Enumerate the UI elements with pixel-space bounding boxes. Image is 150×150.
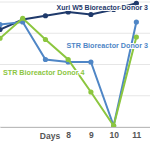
x-tick-label: 10 — [109, 130, 119, 140]
grid-line — [0, 2, 150, 3]
series-marker — [134, 34, 139, 39]
series-marker — [88, 12, 93, 17]
plot-area — [0, 1, 139, 127]
grid-line — [0, 95, 150, 96]
x-axis: 8 9 10 11 — [1, 127, 150, 140]
x-tick: 8 — [66, 127, 71, 140]
series-marker — [0, 36, 3, 41]
series-marker — [134, 19, 139, 24]
x-tick: 10 — [109, 127, 119, 140]
x-axis-title: Days — [40, 131, 61, 141]
grid-line — [0, 127, 150, 128]
series-marker — [88, 59, 93, 64]
series-marker — [0, 27, 3, 32]
x-axis-line — [1, 127, 150, 128]
series-marker — [43, 37, 48, 42]
grid-line — [0, 33, 150, 34]
legend-entry: Xuri W5 Bioreactor Donor 3 — [57, 4, 149, 11]
chart: 8 9 10 11 Days Xuri W5 Bioreactor Donor 3 STR … — [0, 0, 150, 150]
x-tick: 9 — [89, 127, 94, 140]
grid — [0, 2, 150, 127]
series-marker — [43, 57, 48, 62]
series-marker — [111, 123, 116, 127]
legend-entry: STR Bioreactor Donor 4 — [3, 68, 84, 77]
series-marker — [43, 13, 48, 18]
series-marker — [66, 57, 71, 62]
x-tick-label: 11 — [132, 130, 141, 140]
series-line — [0, 22, 136, 126]
series-marker — [20, 16, 25, 21]
legend-entry: STR Bioreactor Donor 3 — [67, 41, 148, 50]
series-marker — [0, 22, 3, 27]
x-tick: 11 — [132, 127, 141, 140]
x-tick-label: 9 — [89, 130, 94, 140]
series-marker — [88, 89, 93, 94]
series-line — [0, 18, 136, 126]
x-tick-label: 8 — [66, 130, 71, 140]
